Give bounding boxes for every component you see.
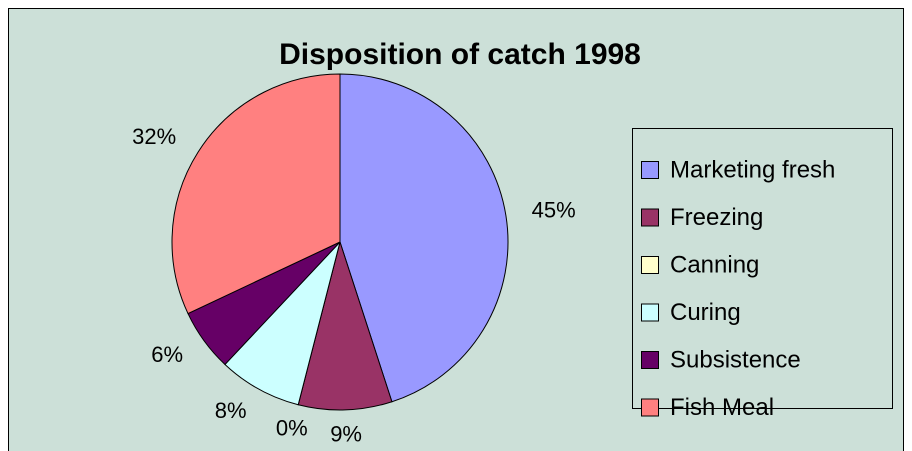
legend-label: Subsistence <box>670 346 801 373</box>
data-label: 0% <box>276 416 308 441</box>
legend-label: Curing <box>670 299 741 326</box>
pie-slice <box>171 73 341 315</box>
data-label: 32% <box>132 124 176 149</box>
pie-slice <box>339 73 509 403</box>
legend-label: Canning <box>670 251 759 278</box>
legend-swatch <box>641 256 659 274</box>
pie-slice <box>297 240 393 411</box>
data-label: 9% <box>330 422 362 447</box>
data-label: 45% <box>532 197 576 222</box>
legend-label: Fish Meal <box>670 394 774 421</box>
legend-swatch <box>641 303 659 322</box>
legend-box <box>632 128 893 409</box>
legend-label: Freezing <box>670 204 763 231</box>
chart-title: Disposition of catch 1998 <box>279 38 641 71</box>
legend-label: Marketing fresh <box>670 156 835 183</box>
legend-swatch <box>641 208 659 227</box>
data-label: 8% <box>215 398 247 423</box>
legend-swatch <box>641 161 659 179</box>
data-label: 6% <box>151 342 183 367</box>
legend-swatch <box>641 351 659 369</box>
legend-swatch <box>641 398 659 417</box>
